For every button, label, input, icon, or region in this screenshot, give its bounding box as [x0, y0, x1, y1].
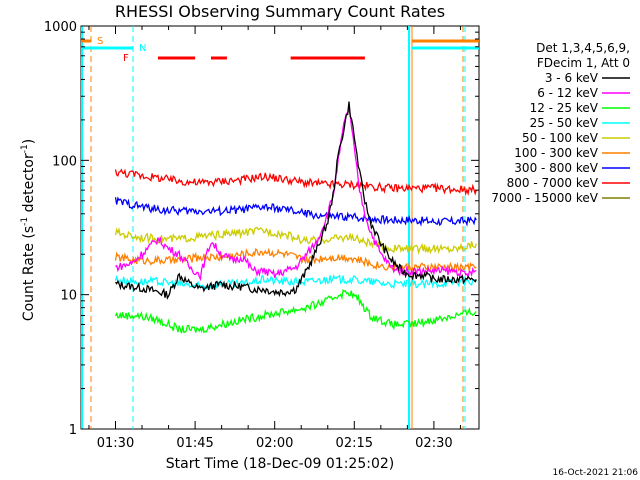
y-tick-label: 1000 — [44, 20, 77, 35]
series-line-5 — [114, 226, 477, 256]
series-line-8 — [114, 168, 477, 197]
night-flag-label: N — [139, 43, 146, 54]
series-line-2 — [115, 108, 477, 282]
series-line-1 — [115, 101, 477, 300]
series-layer — [114, 101, 477, 334]
x-tick-label: 02:30 — [415, 436, 452, 451]
legend-label-2: 6 - 12 keV — [537, 86, 599, 100]
x-tick-label: 02:15 — [336, 436, 373, 451]
y-tick-label: 10 — [60, 289, 77, 304]
legend-label-6: 100 - 300 keV — [514, 146, 598, 160]
saa-flag-label: S — [97, 36, 103, 47]
legend-header-line-1: Det 1,3,4,5,6,9, — [536, 41, 630, 55]
render-timestamp: 16-Oct-2021 21:06 — [553, 468, 639, 478]
legend-header-line-2: FDecim 1, Att 0 — [537, 56, 630, 70]
series-line-6 — [114, 247, 477, 273]
y-tick-label: 100 — [52, 154, 77, 169]
observing-flags: S NF — [81, 26, 479, 429]
legend: Det 1,3,4,5,6,9, FDecim 1, Att 0 3 - 6 k… — [491, 41, 630, 205]
legend-label-1: 3 - 6 keV — [545, 71, 599, 85]
y-axis-label: Count Rate (s-1 detector-1) — [20, 139, 37, 321]
y-axis-label-part1: Count Rate (s — [21, 226, 37, 321]
legend-label-4: 25 - 50 keV — [530, 116, 599, 130]
chart-title: RHESSI Observing Summary Count Rates — [115, 2, 445, 21]
y-axis-label-sup1: -1 — [20, 217, 30, 226]
x-tick-label: 01:45 — [176, 436, 213, 451]
plot-frame — [80, 25, 480, 430]
legend-label-9: 7000 - 15000 keV — [491, 191, 598, 205]
x-tick-label: 01:30 — [97, 436, 134, 451]
y-tick-label: 1 — [69, 423, 77, 438]
legend-label-3: 12 - 25 keV — [530, 101, 599, 115]
legend-label-7: 300 - 800 keV — [514, 161, 598, 175]
y-axis-label-sup2: -1 — [20, 144, 30, 153]
y-axis-label-part2: detector — [21, 153, 37, 217]
axis-ticks: 1 10 100 1000 01:30 01:45 02:00 02:15 02:30 — [44, 20, 479, 451]
legend-label-8: 800 - 7000 keV — [507, 176, 599, 190]
series-line-4 — [114, 274, 477, 290]
x-tick-label: 02:00 — [256, 436, 293, 451]
series-line-7 — [114, 196, 477, 227]
legend-label-5: 50 - 100 keV — [522, 131, 599, 145]
series-line-3 — [114, 288, 477, 334]
y-axis-label-part3: ) — [21, 139, 37, 144]
x-axis-label: Start Time (18-Dec-09 01:25:02) — [166, 456, 394, 472]
flare-flag-label: F — [123, 53, 129, 64]
